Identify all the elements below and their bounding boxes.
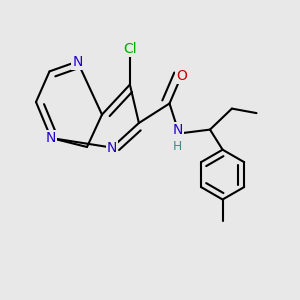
Text: N: N: [172, 124, 183, 137]
Text: N: N: [46, 131, 56, 145]
Text: N: N: [72, 55, 82, 68]
Text: O: O: [176, 69, 187, 82]
Text: H: H: [173, 140, 182, 153]
Text: N: N: [107, 141, 117, 154]
Text: Cl: Cl: [123, 42, 137, 56]
